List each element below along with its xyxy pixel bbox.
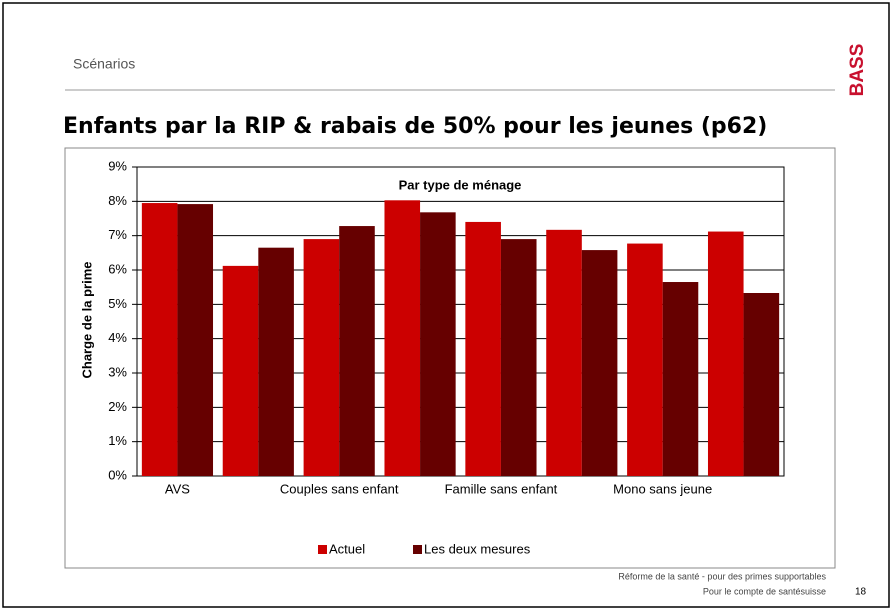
x-tick-label: Famille sans enfant: [445, 481, 558, 496]
y-tick-label: 5%: [108, 296, 127, 311]
y-tick-label: 8%: [108, 193, 127, 208]
y-tick-label: 2%: [108, 399, 127, 414]
page-number: 18: [855, 587, 867, 598]
bar: [141, 203, 178, 477]
x-tick-label: AVS: [165, 481, 190, 496]
legend-label: Les deux mesures: [424, 541, 531, 556]
bar: [420, 212, 456, 476]
bar: [662, 282, 699, 476]
bar: [707, 231, 744, 476]
bar: [384, 200, 421, 476]
plot-frame: [136, 166, 785, 477]
bar: [627, 243, 663, 476]
legend-swatch: [318, 545, 327, 554]
y-tick-label: 6%: [108, 261, 127, 276]
bar: [500, 239, 537, 476]
x-tick-label: Mono sans jeune: [613, 481, 712, 496]
y-tick-label: 3%: [108, 364, 127, 379]
bar: [339, 226, 375, 476]
y-tick-label: 0%: [108, 467, 127, 482]
bar: [222, 265, 259, 476]
legend-label: Actuel: [329, 541, 365, 556]
x-tick-label: Couples sans enfant: [280, 481, 399, 496]
bar: [581, 250, 618, 476]
bar: [743, 293, 780, 476]
bar: [546, 229, 582, 476]
footer-line: Pour le compte de santésuisse: [703, 586, 826, 596]
bar: [177, 204, 214, 476]
y-tick-label: 7%: [108, 227, 127, 242]
bar: [303, 239, 340, 476]
y-axis-label: Charge de la prime: [79, 261, 94, 378]
y-tick-label: 1%: [108, 433, 127, 448]
logo: BASS: [847, 44, 868, 97]
legend-swatch: [413, 545, 422, 554]
bar: [258, 247, 294, 476]
bar: [465, 221, 501, 476]
section-label: Scénarios: [73, 56, 135, 72]
footer-line: Réforme de la santé - pour des primes su…: [618, 571, 826, 581]
slide-title: Enfants par la RIP & rabais de 50% pour …: [63, 114, 767, 139]
y-tick-label: 4%: [108, 330, 127, 345]
y-tick-label: 9%: [108, 158, 127, 173]
chart-title: Par type de ménage: [399, 177, 522, 192]
